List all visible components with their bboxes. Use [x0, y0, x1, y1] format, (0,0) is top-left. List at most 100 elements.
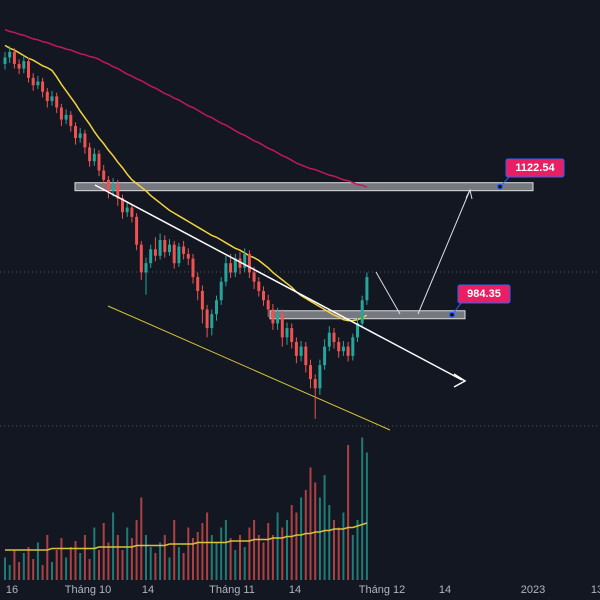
volume-bar: [187, 527, 190, 580]
volume-bar: [98, 550, 100, 580]
volume-bar: [201, 523, 204, 580]
candle-body: [318, 365, 322, 389]
x-tick-label: Tháng 10: [65, 584, 111, 596]
volume-bar: [88, 559, 91, 580]
volume-bar: [154, 553, 157, 580]
volume-bar: [229, 538, 232, 580]
candle-body: [97, 153, 101, 171]
candle-body: [111, 184, 115, 191]
label-anchor: [448, 311, 456, 318]
candle-body: [210, 314, 214, 329]
volume-bar: [159, 542, 162, 580]
candle-body: [182, 246, 186, 254]
volume-bar: [210, 535, 213, 580]
candle-body: [3, 57, 7, 64]
price-label-box: [505, 158, 565, 178]
price-label-box: [457, 284, 511, 304]
volume-bar: [177, 547, 180, 580]
volume-bar: [253, 520, 256, 580]
volume-bar: [290, 505, 293, 580]
volume-bar: [79, 553, 82, 580]
label-anchor: [496, 183, 504, 190]
candle-body: [106, 179, 110, 191]
candle-body: [351, 337, 355, 356]
volume-bar: [333, 520, 335, 580]
volume-bar: [224, 520, 227, 580]
candle-body: [78, 133, 82, 139]
candle-body: [247, 253, 251, 273]
volume-bar: [36, 542, 39, 580]
volume-bar: [46, 535, 49, 580]
volume-bar: [309, 467, 312, 580]
candle-body: [257, 281, 261, 291]
volume-bar: [168, 557, 171, 580]
candle-body: [304, 346, 308, 366]
ma-long-line: [4, 28, 368, 188]
volume-bar: [69, 547, 72, 580]
volume-bar: [102, 523, 105, 580]
x-tick-label: Tháng 12: [359, 584, 405, 596]
volume-bar: [149, 547, 152, 580]
candle-body: [337, 341, 341, 352]
volume-bar: [328, 505, 331, 580]
volume-bar: [206, 512, 209, 580]
candle-body: [327, 332, 331, 347]
volume-bar: [173, 520, 176, 580]
candle-body: [121, 198, 124, 213]
candle-body: [149, 249, 153, 264]
candle-body: [158, 240, 162, 256]
volume-bar: [93, 527, 96, 580]
candle-body: [299, 346, 303, 356]
volume-bar: [243, 547, 246, 580]
volume-bar: [365, 452, 368, 580]
volume-bar: [351, 535, 354, 580]
level-zone: [74, 182, 534, 192]
x-tick-label: 14: [142, 584, 154, 596]
candle-body: [31, 77, 35, 86]
trend-line: [94, 184, 463, 381]
candle-body: [125, 207, 129, 213]
volume-bar: [239, 535, 241, 580]
candle-body: [219, 281, 223, 301]
candle-body: [224, 263, 228, 282]
candle-body: [177, 246, 181, 264]
candle-body: [17, 63, 21, 69]
candle-body: [45, 91, 49, 102]
volume-bar: [130, 538, 133, 580]
candle-body: [309, 365, 312, 380]
candle-body: [139, 244, 143, 273]
candle-body: [332, 332, 336, 342]
volume-bar: [13, 550, 16, 580]
candle-body: [200, 290, 204, 310]
volume-bar: [163, 535, 166, 580]
candle-body: [69, 114, 73, 127]
volume-bar: [107, 542, 110, 580]
candle-body: [92, 153, 96, 162]
volume-bar: [281, 527, 284, 580]
volume-bar: [18, 562, 21, 580]
candle-body: [341, 346, 345, 352]
volume-bar: [271, 535, 274, 580]
candle-body: [186, 253, 190, 259]
candle-body: [276, 314, 280, 324]
candle-body: [144, 263, 148, 273]
volume-bar: [126, 527, 129, 580]
candle-body: [64, 114, 68, 120]
level-zone: [269, 310, 466, 320]
candle-body: [280, 314, 284, 338]
volume-bar: [342, 512, 345, 580]
candle-body: [215, 300, 218, 315]
price-label: 984.35: [467, 288, 501, 300]
candle-body: [238, 258, 242, 268]
volume-bar: [220, 527, 223, 580]
candle-body: [323, 346, 327, 366]
volume-bar: [41, 565, 44, 580]
candle-body: [102, 170, 106, 180]
candle-body: [88, 147, 92, 162]
candle-body: [55, 96, 59, 108]
volume-bar: [145, 535, 147, 580]
candle-body: [153, 249, 157, 256]
candle-body: [168, 244, 171, 253]
volume-bar: [27, 547, 30, 580]
candle-body: [196, 277, 200, 291]
